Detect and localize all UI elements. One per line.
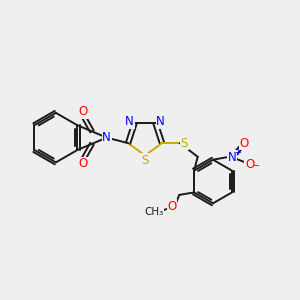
Text: +: + xyxy=(234,148,241,157)
Text: O: O xyxy=(79,157,88,170)
Text: N: N xyxy=(102,131,111,144)
Text: S: S xyxy=(141,154,149,167)
Text: S: S xyxy=(181,136,188,150)
Text: O: O xyxy=(79,105,88,118)
Text: O: O xyxy=(167,200,176,212)
Text: O: O xyxy=(245,158,254,171)
Text: O: O xyxy=(239,136,249,150)
Text: CH₃: CH₃ xyxy=(144,207,164,217)
Text: N: N xyxy=(125,116,134,128)
Text: N: N xyxy=(228,151,236,164)
Text: −: − xyxy=(252,161,260,171)
Text: N: N xyxy=(156,116,165,128)
